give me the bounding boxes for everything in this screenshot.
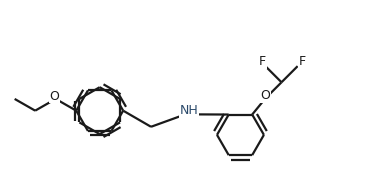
Text: F: F [298, 55, 306, 68]
Text: O: O [49, 89, 59, 103]
Text: NH: NH [180, 104, 199, 117]
Text: O: O [261, 89, 270, 102]
Text: F: F [259, 55, 266, 68]
